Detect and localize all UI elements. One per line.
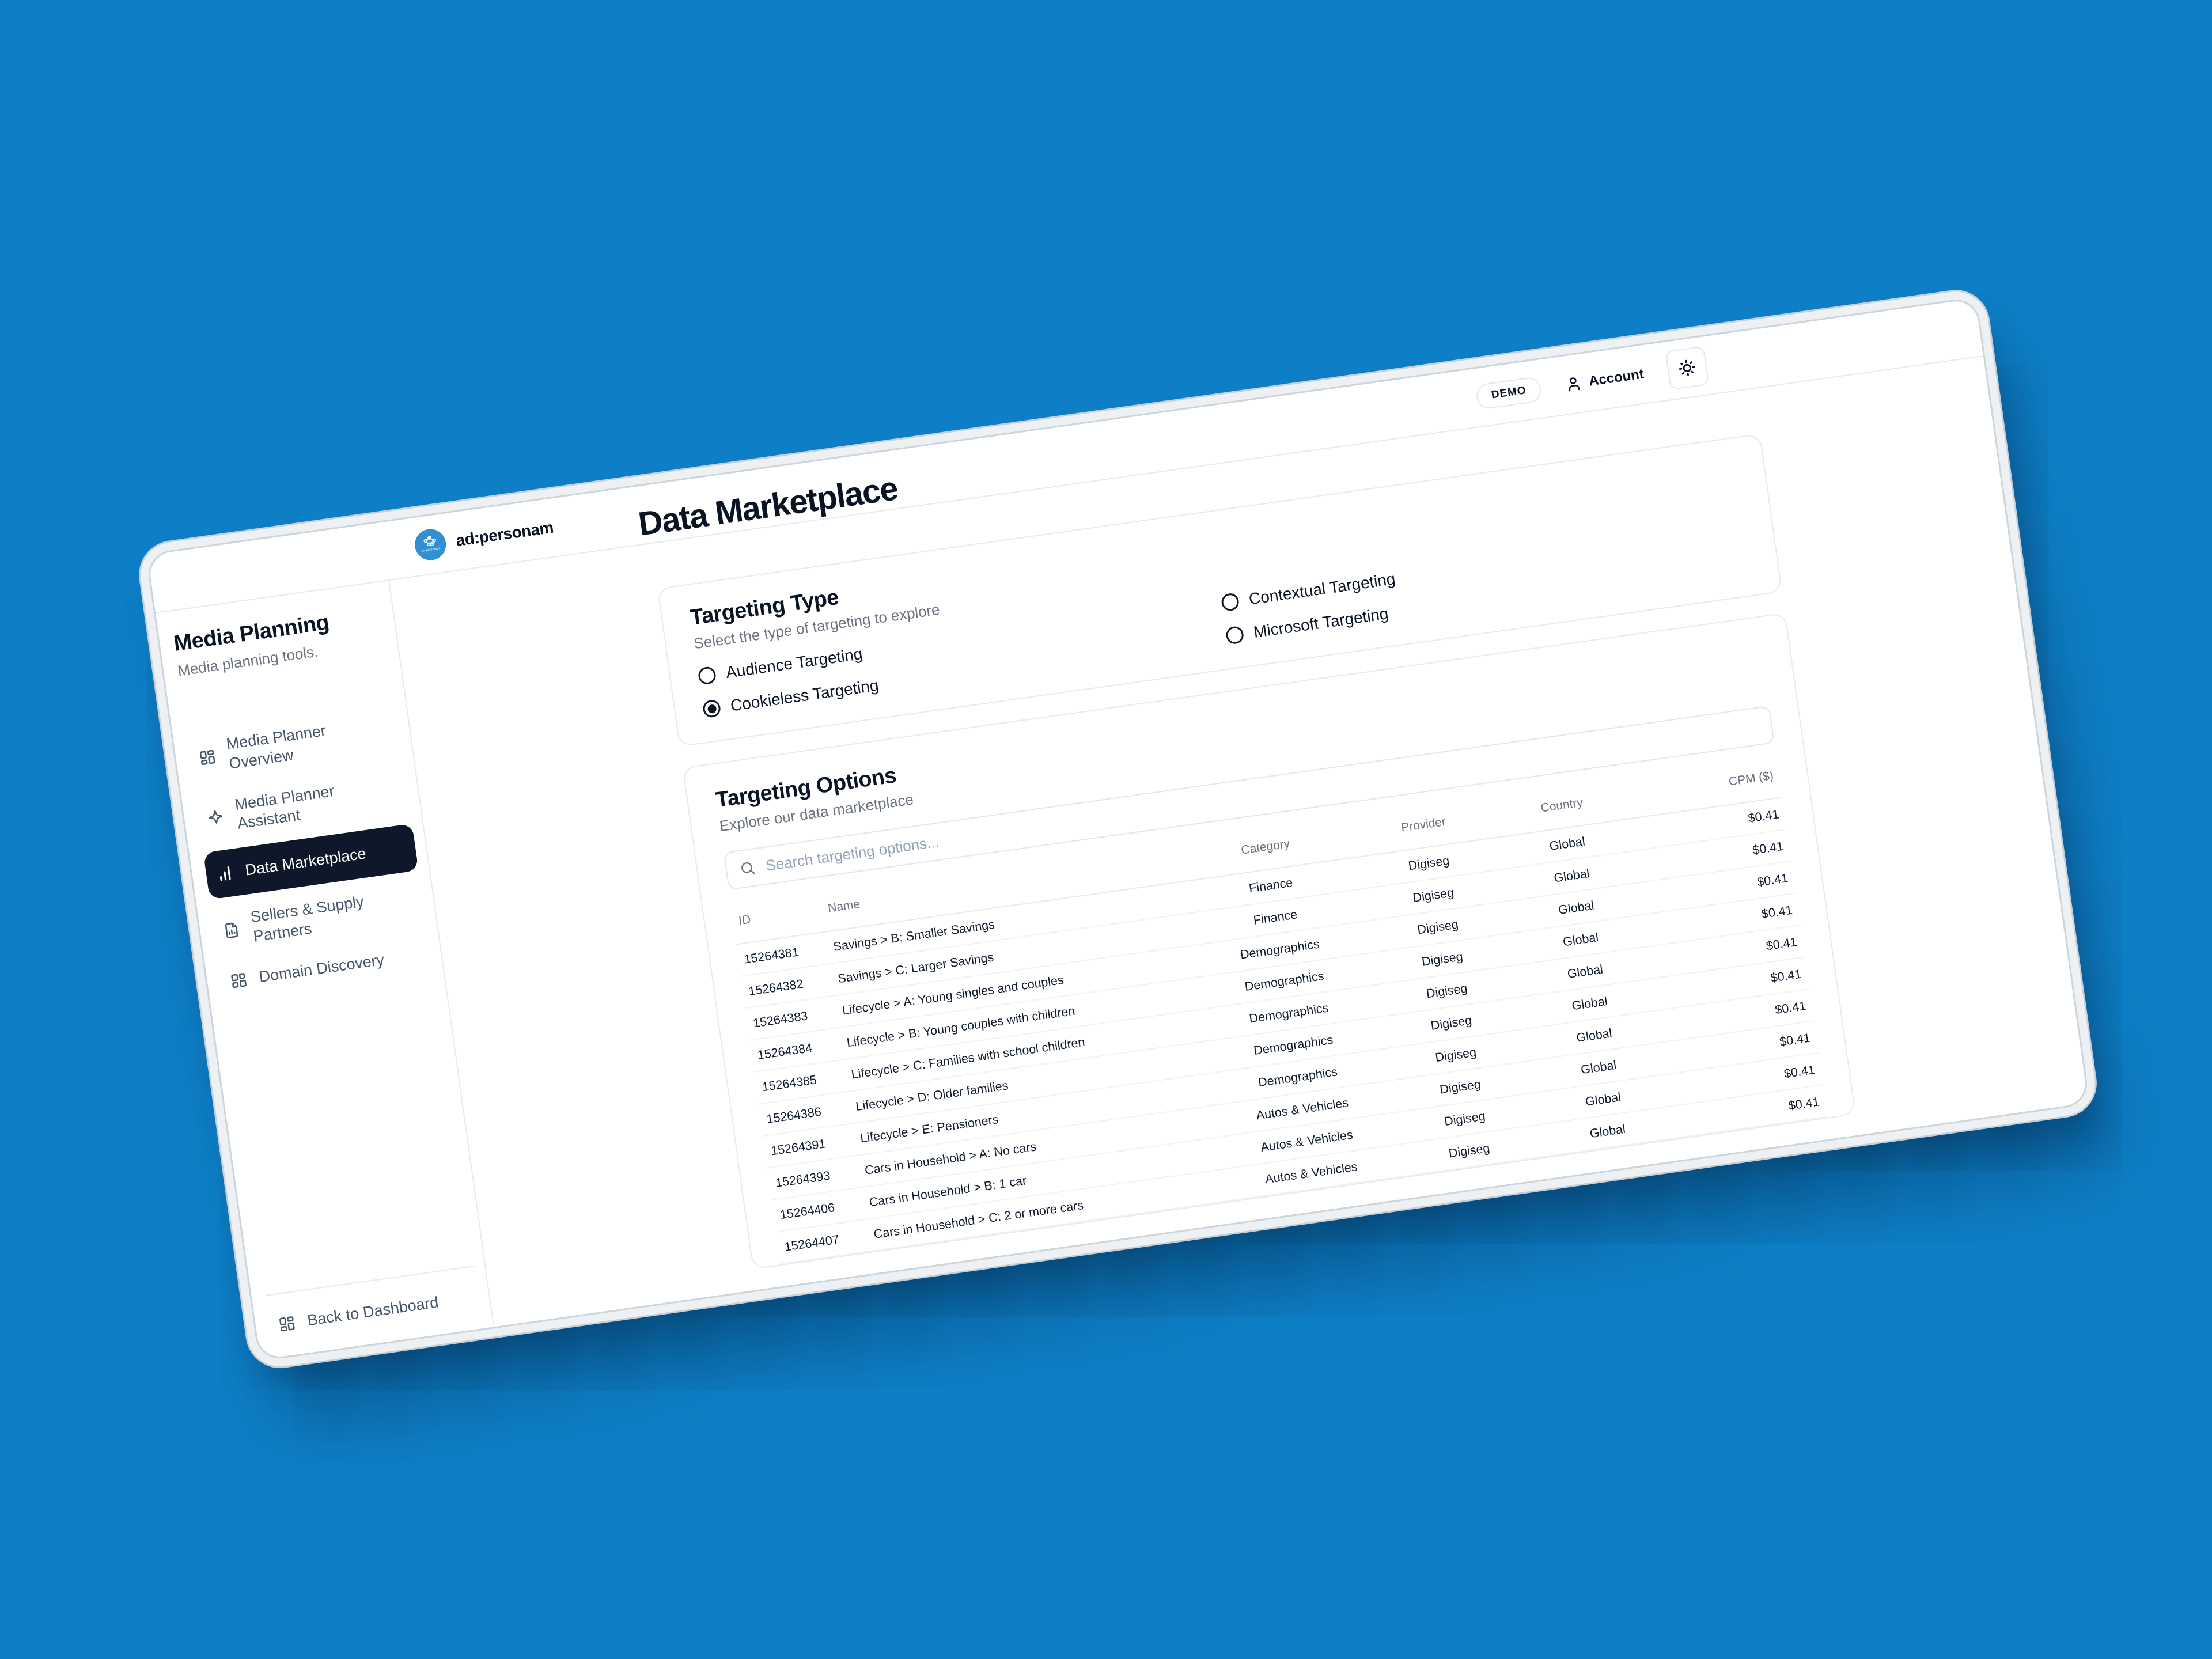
sidebar-item-media-planner-overview[interactable]: Media Planner Overview bbox=[186, 703, 403, 787]
user-icon bbox=[1564, 374, 1584, 394]
sidebar-item-label: Media Planner Assistant bbox=[233, 782, 336, 832]
svg-text:ad:personam: ad:personam bbox=[422, 547, 441, 552]
radio-option-label: Microsoft Targeting bbox=[1252, 604, 1390, 641]
app-window: ad:personam ad:personam Data Marketplace… bbox=[147, 298, 2089, 1360]
sidebar-nav: Media Planner Overview Media Planner Assi… bbox=[186, 703, 433, 1001]
app-header: ad:personam ad:personam Data Marketplace… bbox=[147, 298, 1984, 614]
radio-unselected-icon[interactable] bbox=[1225, 625, 1245, 645]
targeting-options-panel: Targeting Options Explore our data marke… bbox=[682, 612, 1856, 1270]
sparkle-icon bbox=[205, 807, 226, 828]
dashboard-icon bbox=[197, 747, 218, 768]
grid-icon bbox=[228, 970, 249, 991]
brand-logo-icon: ad:personam bbox=[412, 527, 448, 562]
dashboard-icon bbox=[276, 1313, 297, 1334]
sidebar-item-media-planner-assistant[interactable]: Media Planner Assistant bbox=[195, 763, 411, 847]
main-content: Targeting Type Select the type of target… bbox=[651, 389, 1859, 1289]
sidebar-item-sellers-supply-partners[interactable]: Sellers & Supply Partners bbox=[211, 876, 427, 960]
radio-option-label: Audience Targeting bbox=[724, 645, 864, 682]
file-chart-icon bbox=[221, 919, 242, 940]
sidebar-item-data-marketplace[interactable]: Data Marketplace bbox=[203, 823, 419, 900]
radio-unselected-icon[interactable] bbox=[1220, 592, 1240, 612]
header-actions: DEMO Account bbox=[1474, 346, 1710, 416]
radio-option-label: Cookieless Targeting bbox=[729, 676, 880, 715]
brand: ad:personam ad:personam bbox=[412, 512, 555, 562]
radio-unselected-icon[interactable] bbox=[697, 665, 717, 685]
sidebar-item-label: Media Planner Overview bbox=[225, 722, 327, 772]
theme-toggle-button[interactable] bbox=[1665, 346, 1710, 391]
radio-option-label: Contextual Targeting bbox=[1248, 570, 1397, 608]
sidebar-item-back-to-dashboard[interactable]: Back to Dashboard bbox=[268, 1282, 481, 1342]
demo-badge: DEMO bbox=[1475, 376, 1543, 411]
brand-name: ad:personam bbox=[454, 518, 555, 550]
sidebar: Media Planning Media planning tools. Med… bbox=[156, 580, 494, 1359]
sidebar-footer: Back to Dashboard bbox=[265, 1266, 481, 1342]
account-button[interactable]: Account bbox=[1564, 366, 1645, 394]
sidebar-item-label: Data Marketplace bbox=[244, 844, 368, 879]
app-body: Media Planning Media planning tools. Med… bbox=[156, 357, 2088, 1359]
sidebar-item-domain-discovery[interactable]: Domain Discovery bbox=[219, 936, 433, 1001]
account-label: Account bbox=[1588, 366, 1645, 389]
sidebar-item-label: Sellers & Supply Partners bbox=[249, 892, 365, 945]
search-icon bbox=[738, 859, 757, 877]
radio-selected-icon[interactable] bbox=[702, 699, 722, 719]
search-box bbox=[723, 705, 1775, 891]
sidebar-item-label: Back to Dashboard bbox=[306, 1293, 440, 1330]
bar-chart-icon bbox=[214, 863, 235, 884]
sidebar-item-label: Domain Discovery bbox=[257, 951, 385, 986]
sun-icon bbox=[1676, 357, 1698, 379]
